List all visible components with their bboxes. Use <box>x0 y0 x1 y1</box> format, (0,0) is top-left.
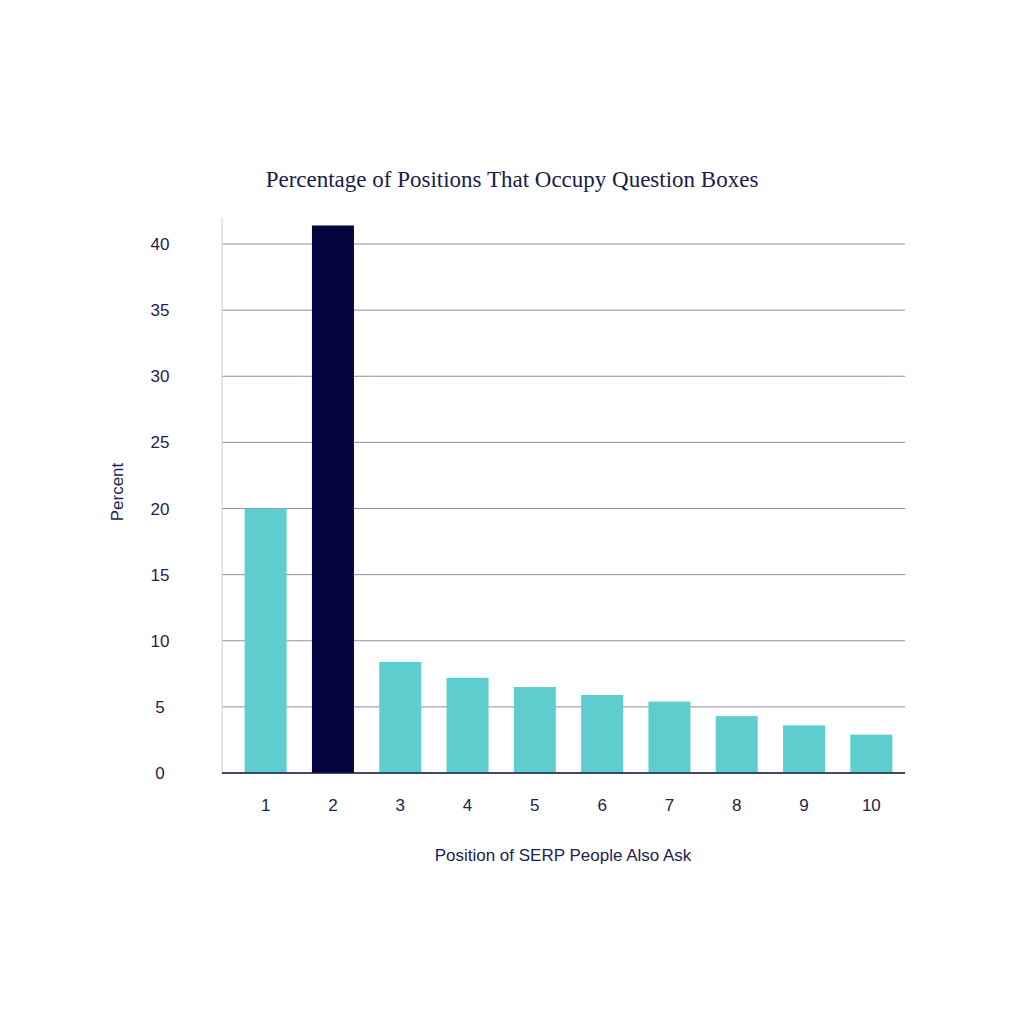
bar <box>850 735 892 773</box>
y-axis-line <box>222 218 223 773</box>
bar <box>783 725 825 773</box>
x-tick-label: 8 <box>732 796 741 815</box>
bar <box>514 687 556 773</box>
x-axis-line <box>222 772 905 774</box>
title: Percentage of Positions That Occupy Ques… <box>266 167 759 192</box>
bar <box>312 225 354 773</box>
x-tick-label: 2 <box>328 796 337 815</box>
x-axis-label: Position of SERP People Also Ask <box>435 846 692 865</box>
bar <box>379 662 421 773</box>
bar <box>447 678 489 773</box>
x-tick-label: 7 <box>665 796 674 815</box>
y-tick-label: 0 <box>155 764 164 783</box>
y-tick-label: 15 <box>151 566 170 585</box>
y-tick-label: 40 <box>151 235 170 254</box>
grid-line <box>222 773 905 774</box>
x-tick-label: 4 <box>463 796 472 815</box>
y-axis-label: Percent <box>108 462 127 521</box>
y-tick-label: 25 <box>151 433 170 452</box>
y-tick-label: 30 <box>151 367 170 386</box>
y-tick-label: 5 <box>155 698 164 717</box>
bar <box>648 702 690 773</box>
x-tick-label: 1 <box>261 796 270 815</box>
x-tick-label: 5 <box>530 796 539 815</box>
chart-svg: Percentage of Positions That Occupy Ques… <box>0 0 1024 1024</box>
y-tick-label: 10 <box>151 632 170 651</box>
y-tick-label: 35 <box>151 301 170 320</box>
bar <box>245 509 287 774</box>
y-tick-label: 20 <box>151 500 170 519</box>
bars <box>245 225 893 773</box>
bar <box>716 716 758 773</box>
bar <box>581 695 623 773</box>
chart-container: Percentage of Positions That Occupy Ques… <box>0 0 1024 1024</box>
x-tick-label: 6 <box>597 796 606 815</box>
x-tick-label: 9 <box>799 796 808 815</box>
x-tick-label: 3 <box>396 796 405 815</box>
x-tick-label: 10 <box>862 796 881 815</box>
